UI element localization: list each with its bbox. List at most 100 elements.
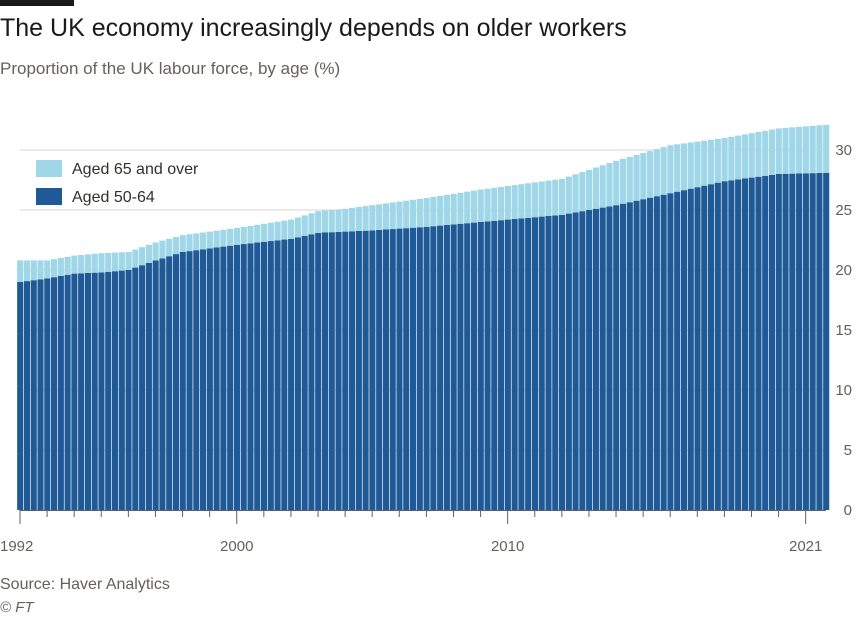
bar-aged-65-plus [152,242,159,261]
bar-aged-65-plus [728,136,735,181]
bar-aged-65-plus [315,211,322,233]
bar-aged-50-64 [653,196,660,510]
bar-aged-65-plus [518,184,525,219]
bar-aged-50-64 [179,252,186,510]
bar-aged-65-plus [809,125,816,174]
bar-aged-65-plus [457,192,464,224]
bar-aged-65-plus [802,126,809,174]
bar-aged-65-plus [647,151,654,198]
bar-aged-50-64 [376,229,383,510]
bar-aged-65-plus [382,203,390,230]
bar-aged-65-plus [633,154,640,201]
bar-aged-50-64 [707,184,715,510]
bar-aged-65-plus [145,244,152,263]
bar-aged-50-64 [132,267,139,510]
bar-aged-65-plus [91,253,98,273]
bar-aged-65-plus [57,258,64,276]
bar-aged-65-plus [816,125,823,173]
bar-aged-50-64 [44,278,51,510]
bar-aged-50-64 [260,241,268,511]
bar-aged-50-64 [240,244,247,511]
bar-aged-65-plus [260,223,268,242]
bar-aged-50-64 [470,222,478,510]
x-tick-label: 2010 [491,538,524,555]
bar-aged-50-64 [701,185,708,510]
bar-aged-50-64 [362,230,369,510]
bar-aged-65-plus [592,167,599,209]
bar-aged-50-64 [768,174,776,510]
chart-title: The UK economy increasingly depends on o… [0,14,627,42]
bar-aged-50-64 [464,223,471,510]
bar-aged-50-64 [200,249,207,511]
bar-aged-50-64 [680,190,688,510]
bar-aged-65-plus [613,160,620,206]
bar-aged-65-plus [376,204,383,230]
bar-aged-50-64 [227,245,234,510]
x-tick-label: 1992 [0,538,33,555]
bar-aged-65-plus [714,138,721,183]
bar-aged-50-64 [619,203,627,510]
bar-aged-50-64 [552,215,559,510]
bar-aged-65-plus [17,260,24,282]
bar-aged-65-plus [484,188,491,222]
bar-aged-65-plus [443,194,450,225]
bar-aged-65-plus [626,156,633,203]
bar-aged-65-plus [51,259,58,278]
bar-aged-65-plus [267,222,274,242]
bar-aged-50-64 [172,254,180,510]
bar-aged-50-64 [91,272,98,510]
bar-aged-65-plus [294,217,301,238]
bar-aged-65-plus [735,135,742,180]
bar-aged-65-plus [701,140,708,186]
bar-aged-50-64 [355,231,362,510]
bar-aged-65-plus [755,132,762,177]
bar-aged-50-64 [301,235,308,511]
bar-aged-50-64 [640,199,647,510]
bar-aged-65-plus [782,127,789,174]
bar-aged-65-plus [579,172,586,212]
bar-aged-65-plus [186,234,193,252]
bar-aged-65-plus [64,256,71,275]
bar-aged-50-64 [755,176,762,510]
bar-aged-65-plus [179,235,186,252]
bar-aged-50-64 [586,210,593,510]
bar-aged-65-plus [321,210,329,233]
bar-aged-50-64 [254,242,261,511]
bar-aged-65-plus [247,225,254,244]
bar-aged-65-plus [409,199,417,228]
bar-aged-50-64 [118,270,125,510]
bar-aged-65-plus [498,186,505,221]
bar-aged-65-plus [355,207,362,231]
bar-aged-65-plus [680,143,688,191]
bar-aged-65-plus [545,180,552,216]
bar-aged-50-64 [572,212,579,510]
bar-aged-50-64 [504,219,511,510]
bar-aged-50-64 [193,250,200,510]
bar-aged-65-plus [30,260,37,281]
bar-aged-65-plus [105,252,112,272]
bar-aged-65-plus [491,187,498,221]
bar-aged-65-plus [233,228,240,245]
bar-aged-50-64 [342,231,349,510]
bar-aged-50-64 [775,174,782,510]
bar-aged-50-64 [748,177,755,510]
bar-aged-65-plus [470,190,478,223]
bar-aged-65-plus [450,193,457,225]
source-note: Source: Haver Analytics [0,576,170,593]
bar-aged-65-plus [125,252,132,270]
bar-aged-50-64 [525,217,532,511]
bar-aged-65-plus [98,253,105,273]
bar-aged-50-64 [762,175,769,511]
bar-aged-50-64 [206,248,213,510]
bar-aged-50-64 [802,173,809,511]
bar-aged-50-64 [531,217,539,510]
bar-aged-50-64 [247,243,254,511]
legend-label: Aged 65 and over [72,161,199,178]
chart-subtitle: Proportion of the UK labour force, by ag… [0,59,341,78]
bar-aged-50-64 [498,220,505,510]
bar-aged-65-plus [538,181,545,217]
bar-aged-50-64 [98,272,105,510]
bar-aged-50-64 [409,227,417,510]
bar-aged-65-plus [78,255,85,274]
bar-aged-65-plus [707,139,715,185]
